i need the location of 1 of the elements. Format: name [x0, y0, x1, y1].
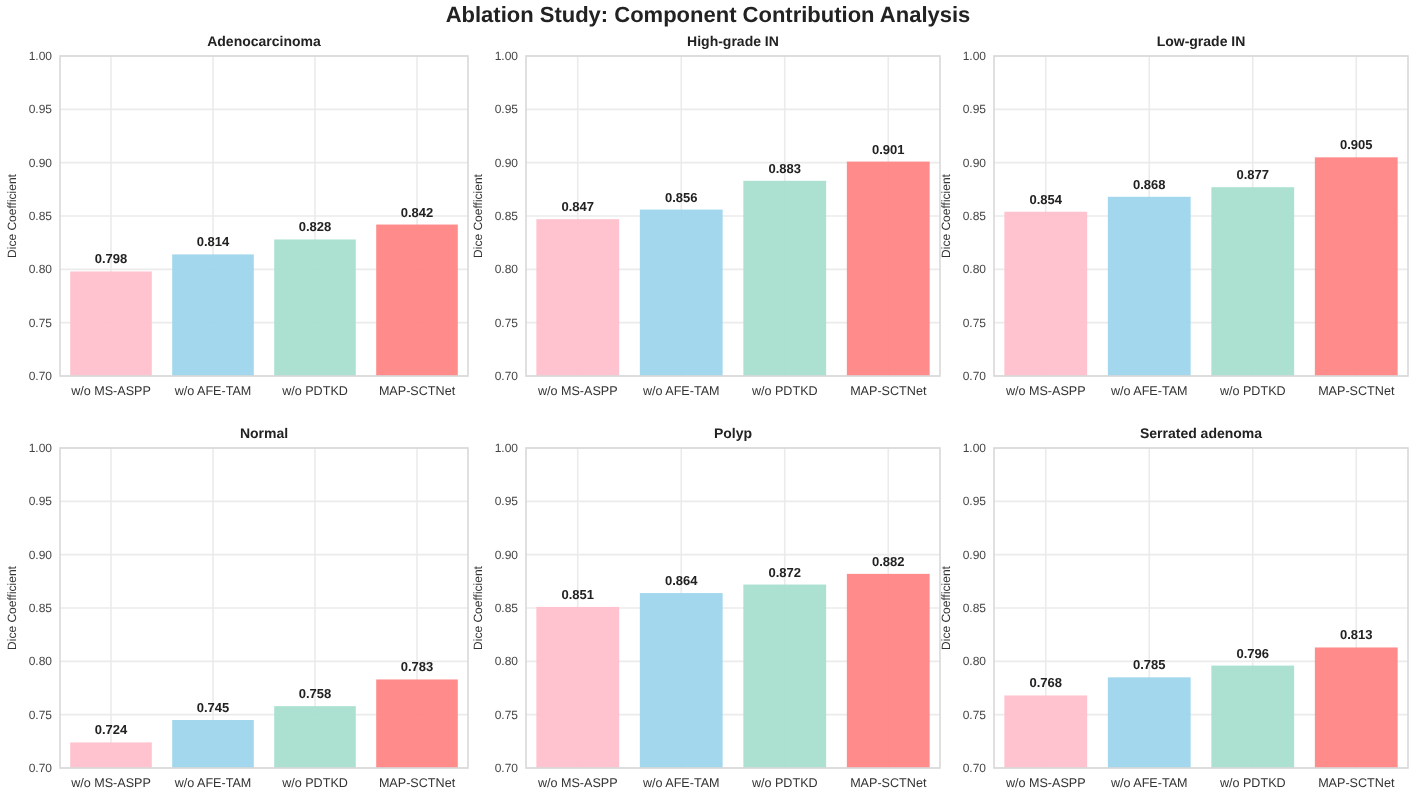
text: Ablation Study: Component Contribution Analysis [445, 4, 971, 28]
